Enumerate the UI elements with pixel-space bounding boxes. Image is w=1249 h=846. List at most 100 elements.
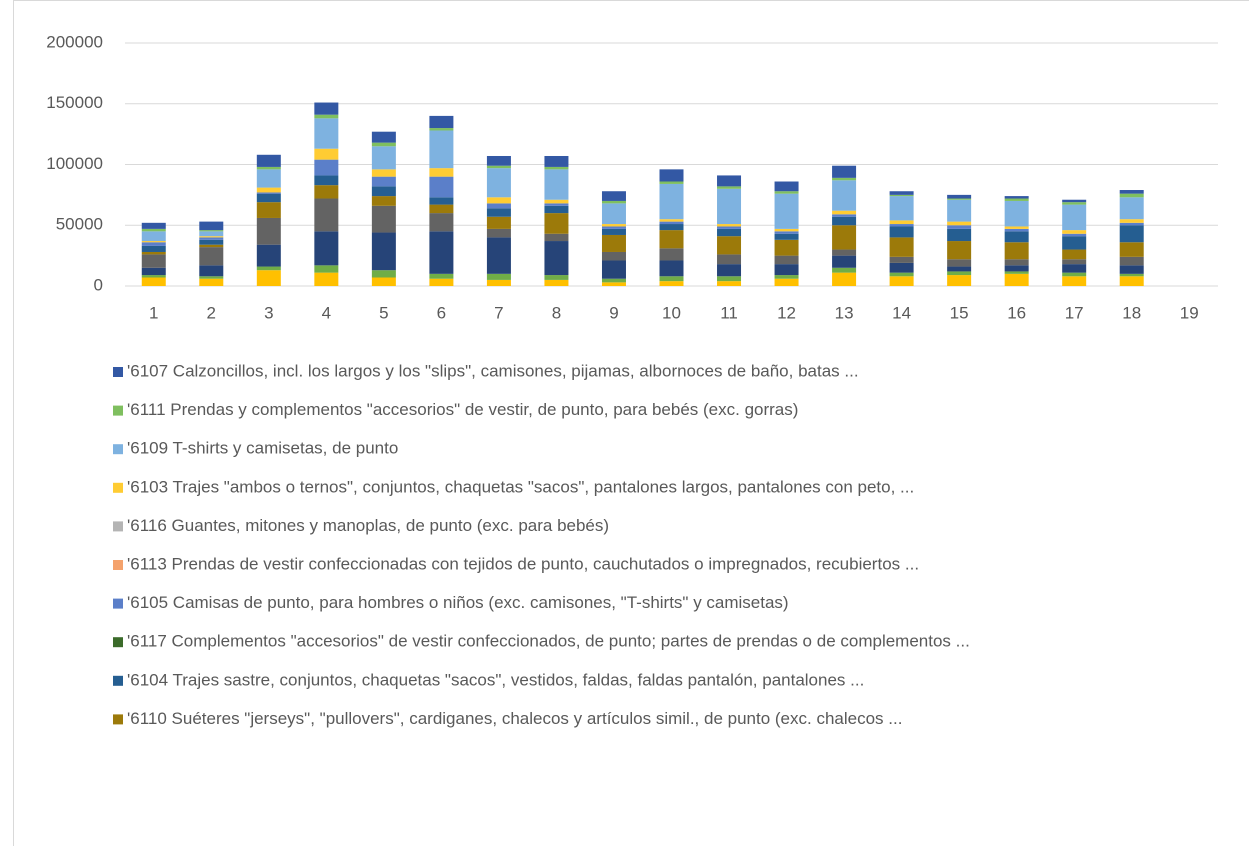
bar-segment — [141, 242, 166, 246]
bar-segment — [659, 224, 684, 231]
bar-segment — [717, 236, 742, 255]
x-tick-label: 13 — [835, 303, 854, 322]
bar-segment — [371, 176, 396, 187]
bar-segment — [1119, 225, 1144, 243]
x-tick-label: 2 — [207, 303, 216, 322]
bar-segment — [1119, 222, 1144, 226]
bar-segment — [1119, 197, 1144, 220]
bar-segment — [256, 169, 281, 188]
bar-segment — [774, 264, 799, 276]
bar-segment — [141, 228, 166, 232]
x-tick-label: 7 — [494, 303, 503, 322]
bar-segment — [544, 279, 569, 286]
bar-segment — [601, 228, 626, 235]
bar-segment — [774, 275, 799, 279]
bar-segment — [889, 272, 914, 277]
bar-segment — [832, 165, 857, 178]
bar-segment — [889, 191, 914, 195]
bar-segment — [717, 264, 742, 277]
x-tick-label: 4 — [322, 303, 331, 322]
bar-segment — [947, 275, 972, 286]
bar-segment — [1004, 259, 1029, 266]
legend-swatch — [113, 521, 123, 532]
bar-segment — [141, 254, 166, 268]
bar-segment — [141, 277, 166, 286]
legend-swatch — [113, 482, 123, 493]
bar-segment — [717, 281, 742, 286]
bar-segment — [1119, 273, 1144, 277]
bar-segment — [659, 221, 684, 225]
bar-segment — [256, 192, 281, 194]
bar-segment — [429, 197, 454, 205]
bar-segment — [947, 266, 972, 272]
bar-segment — [832, 249, 857, 256]
bar-segment — [717, 254, 742, 265]
bar-segment — [141, 251, 166, 255]
bar-segment — [256, 270, 281, 286]
bar-segment — [544, 241, 569, 276]
x-tick-label: 12 — [777, 303, 796, 322]
bar-segment — [659, 183, 684, 220]
bar-segment — [141, 231, 166, 242]
bar-segment — [832, 180, 857, 211]
bar-segment — [199, 244, 224, 248]
bar-segment — [659, 248, 684, 261]
legend-label: '6103 Trajes "ambos o ternos", conjuntos… — [127, 477, 914, 496]
x-tick-label: 6 — [437, 303, 446, 322]
x-tick-label: 1 — [149, 303, 158, 322]
bar-segment — [371, 142, 396, 147]
x-tick-label: 15 — [950, 303, 969, 322]
bar-segment — [314, 231, 339, 266]
bar-segment — [544, 233, 569, 242]
legend-swatch — [113, 367, 123, 377]
x-tick-label: 9 — [609, 303, 618, 322]
bar-segment — [429, 273, 454, 279]
bar-segment — [486, 237, 511, 274]
bar-segment — [659, 219, 684, 222]
legend-label: '6105 Camisas de punto, para hombres o n… — [127, 593, 789, 612]
bar-segment — [1062, 202, 1087, 205]
bar-segment — [601, 203, 626, 225]
bar-segment — [947, 271, 972, 276]
bar-segment — [256, 266, 281, 271]
bar-segment — [141, 275, 166, 278]
bar-segment — [429, 278, 454, 286]
bar-segment — [774, 278, 799, 286]
bar-segment — [889, 237, 914, 257]
bar-segment — [1062, 204, 1087, 231]
legend-swatch — [113, 637, 123, 648]
bar-segment — [774, 233, 799, 240]
legend-label: '6109 T-shirts y camisetas, de punto — [127, 439, 398, 458]
bar-segment — [947, 259, 972, 267]
bar-segment — [486, 155, 511, 166]
bar-segment — [371, 270, 396, 278]
bar-segment — [832, 216, 857, 226]
bar-segment — [659, 181, 684, 184]
bar-segment — [544, 166, 569, 170]
bar-segment — [199, 239, 224, 245]
legend-label: '6107 Calzoncillos, incl. los largos y l… — [127, 361, 859, 380]
bar-segment — [314, 265, 339, 273]
bar-segment — [544, 155, 569, 167]
bar-segment — [371, 205, 396, 233]
bar-segment — [544, 275, 569, 280]
x-tick-label: 3 — [264, 303, 273, 322]
bar-segment — [429, 128, 454, 131]
bar-segment — [256, 244, 281, 267]
bar-segment — [256, 187, 281, 193]
bar-segment — [256, 166, 281, 170]
bar-segment — [256, 193, 281, 203]
bar-segment — [947, 199, 972, 222]
bar-segment — [832, 210, 857, 215]
bar-segment — [774, 193, 799, 229]
bar-segment — [199, 231, 224, 237]
bar-segment — [486, 279, 511, 286]
bar-segment — [1004, 200, 1029, 227]
bar-segment — [429, 231, 454, 274]
bar-segment — [371, 146, 396, 170]
bar-segment — [1062, 233, 1087, 237]
bar-segment — [314, 185, 339, 199]
bar-segment — [486, 165, 511, 169]
bar-segment — [429, 115, 454, 129]
